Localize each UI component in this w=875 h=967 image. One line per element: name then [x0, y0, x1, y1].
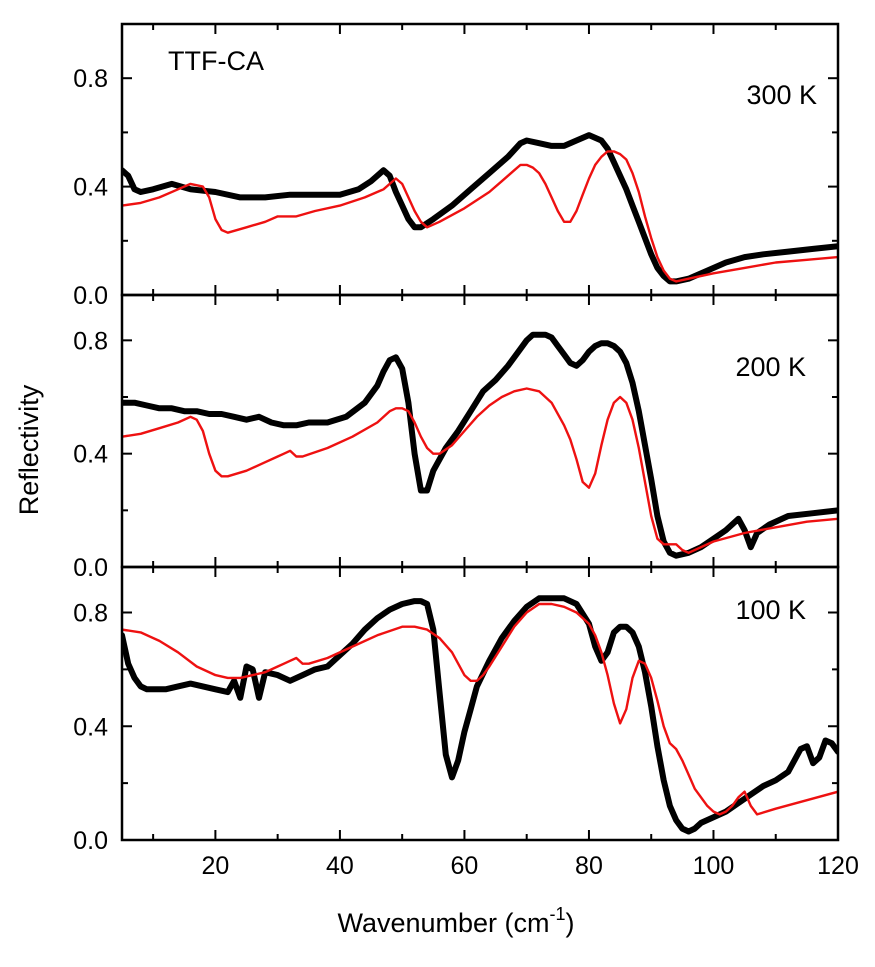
panel-100k-measured-line [122, 595, 838, 835]
x-tick-label: 120 [817, 852, 859, 880]
x-tick-label: 100 [693, 852, 735, 880]
panel-300k-temperature-label: 300 K [746, 80, 817, 110]
x-tick-label: 20 [201, 852, 229, 880]
panel-100k-plot-area [122, 595, 838, 835]
x-axis-title-superscript: -1 [550, 904, 566, 924]
panel-300k-y-tick-label: 0.0 [73, 282, 108, 310]
chart-panels: 0.0 0.4 0.8 300 K TTF-CA 0.0 0.4 0.8 200 K 0.0 0.4… [73, 22, 859, 880]
panel-200k-fit-line [122, 387, 838, 554]
panel-300k-measured-line [122, 132, 838, 285]
panel-300k-y-tick-label: 0.8 [73, 65, 108, 93]
sample-label: TTF-CA [168, 46, 264, 76]
panel-200k-y-tick-label: 0.0 [73, 554, 108, 582]
x-tick-label: 60 [451, 852, 479, 880]
panel-100k-y-tick-label: 0.4 [73, 713, 108, 741]
panel-200k-plot-area [122, 331, 838, 559]
panel-300k-y-tick-label: 0.4 [73, 174, 108, 202]
panel-200k-measured-line [122, 331, 838, 559]
panel-100k-frame [120, 565, 840, 842]
panel-200k-temperature-label: 200 K [735, 352, 806, 382]
panel-100k-y-tick-label: 0.0 [73, 827, 108, 855]
panel-300k-fit-line [122, 150, 838, 283]
x-axis-title-main: Wavenumber (cm [337, 908, 549, 938]
panel-300k-plot-area [122, 132, 838, 285]
x-axis-title: Wavenumber (cm-1) [337, 904, 574, 938]
panel-100k: 0.0 0.4 0.8 100 K 20 40 60 80 100 120 [73, 565, 859, 880]
x-tick-label: 80 [575, 852, 603, 880]
panel-200k: 0.0 0.4 0.8 200 K [73, 293, 840, 582]
y-axis-title: Reflectivity [14, 384, 44, 515]
panel-100k-y-tick-label: 0.8 [73, 600, 108, 628]
panel-200k-y-tick-label: 0.4 [73, 441, 108, 469]
panel-100k-temperature-label: 100 K [735, 595, 806, 625]
panel-200k-y-tick-label: 0.8 [73, 327, 108, 355]
x-tick-label: 40 [326, 852, 354, 880]
panel-100k-fit-line [122, 602, 838, 816]
x-axis-title-close: ) [566, 908, 575, 938]
panel-300k: 0.0 0.4 0.8 300 K TTF-CA [73, 22, 840, 310]
